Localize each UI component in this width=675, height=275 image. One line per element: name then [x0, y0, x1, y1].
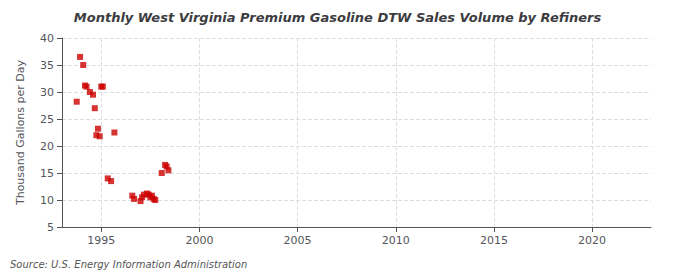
- svg-text:25: 25: [40, 113, 54, 126]
- svg-text:Source: U.S. Energy Informatio: Source: U.S. Energy Information Administ…: [10, 259, 247, 270]
- svg-text:30: 30: [40, 86, 54, 99]
- svg-text:1995: 1995: [87, 234, 115, 247]
- svg-text:2000: 2000: [185, 234, 213, 247]
- svg-text:35: 35: [40, 59, 54, 72]
- svg-text:2005: 2005: [284, 234, 312, 247]
- svg-text:Monthly West Virginia Premium: Monthly West Virginia Premium Gasoline D…: [74, 10, 602, 25]
- svg-text:2015: 2015: [480, 234, 508, 247]
- svg-text:5: 5: [47, 221, 54, 234]
- svg-text:40: 40: [40, 32, 54, 45]
- svg-text:2020: 2020: [578, 234, 606, 247]
- svg-text:15: 15: [40, 167, 54, 180]
- svg-text:20: 20: [40, 140, 54, 153]
- svg-text:10: 10: [40, 194, 54, 207]
- svg-text:2010: 2010: [382, 234, 410, 247]
- svg-text:Thousand Gallons per Day: Thousand Gallons per Day: [14, 59, 27, 206]
